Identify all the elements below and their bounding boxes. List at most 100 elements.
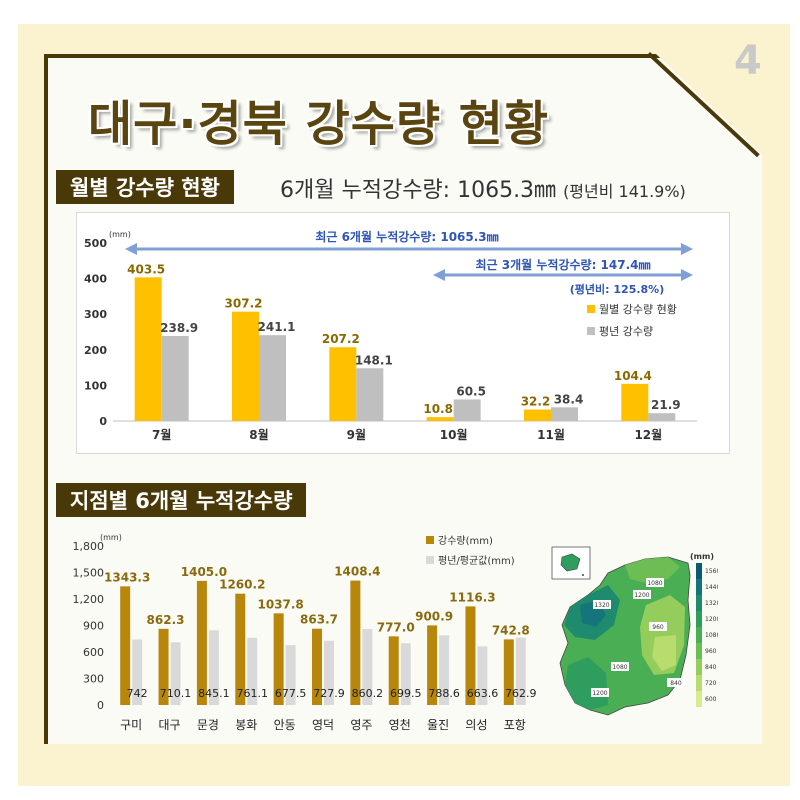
x-tick-8: 울진 — [427, 718, 449, 732]
contour-label-3: 960 — [652, 624, 664, 631]
data-label-normal-3: 761.1 — [237, 687, 268, 700]
contour-label-bg-3 — [649, 622, 667, 631]
summary-sub: (평년비 141.9%) — [563, 182, 686, 201]
data-label-normal-5: 727.9 — [313, 687, 345, 700]
bar-normal-2 — [356, 368, 384, 421]
bar-normal-2 — [208, 630, 219, 705]
contour-label-1: 1320 — [594, 602, 609, 609]
data-label-normal-0: 238.9 — [160, 321, 198, 335]
bar-actual-1 — [232, 311, 259, 421]
scale-swatch-3 — [696, 611, 702, 627]
bar-actual-5 — [621, 383, 649, 421]
data-label-normal-2: 845.1 — [198, 687, 230, 700]
y-tick-1: 300 — [83, 673, 104, 686]
scale-label-3: 1200 — [705, 616, 718, 623]
data-label-actual-4: 1037.8 — [257, 597, 303, 611]
data-label-actual-9: 1116.3 — [449, 590, 495, 604]
y-tick-0: 0 — [97, 699, 104, 712]
scale-label-7: 720 — [705, 680, 717, 687]
inset-island — [560, 553, 581, 572]
data-label-actual-5: 104.4 — [614, 369, 652, 383]
y-tick-2: 600 — [83, 646, 104, 659]
scale-swatch-8 — [696, 691, 702, 707]
y-tick-0: 0 — [99, 415, 107, 428]
bar-actual-1 — [158, 628, 169, 705]
legend-label-1: 평년/평균값(mm) — [438, 555, 515, 567]
legend-label-0: 월별 강수량 현황 — [599, 303, 677, 316]
bar-normal-1 — [259, 335, 286, 421]
arrow-six-month-head-left — [125, 243, 137, 255]
contour-label-bg-4 — [611, 662, 629, 671]
legend-swatch-1 — [426, 556, 434, 564]
scale-swatch-5 — [696, 643, 702, 659]
arrow-three-month-head-right — [681, 269, 693, 281]
x-tick-9: 의성 — [465, 718, 487, 732]
data-label-normal-10: 762.9 — [505, 687, 537, 700]
contour-label-5: 840 — [670, 680, 682, 687]
contour-label-bg-2 — [633, 590, 651, 599]
x-tick-10: 포항 — [504, 718, 526, 732]
bar-normal-4 — [285, 645, 296, 705]
data-label-actual-2: 207.2 — [322, 332, 360, 346]
x-tick-6: 영주 — [350, 718, 372, 732]
contour-label-bg-5 — [667, 678, 685, 687]
bar-actual-4 — [273, 613, 284, 705]
data-label-normal-9: 663.6 — [467, 687, 499, 700]
x-tick-4: 안동 — [274, 718, 296, 732]
map-unit: (mm) — [690, 552, 714, 561]
legend-swatch-0 — [426, 536, 434, 544]
y-tick-5: 500 — [84, 237, 107, 250]
bar-normal-10 — [515, 637, 526, 705]
y-tick-3: 300 — [84, 308, 107, 321]
data-label-actual-2: 1405.0 — [181, 565, 227, 579]
bar-actual-4 — [524, 409, 551, 421]
data-label-actual-0: 1343.3 — [104, 570, 150, 584]
x-tick-0: 7월 — [152, 427, 171, 442]
x-tick-7: 영천 — [389, 717, 411, 732]
y-tick-6: 1,800 — [73, 540, 105, 553]
x-tick-5: 12월 — [634, 427, 662, 442]
bar-actual-7 — [388, 636, 399, 705]
scale-label-8: 600 — [705, 696, 717, 703]
data-label-normal-4: 38.4 — [554, 392, 584, 406]
y-tick-4: 400 — [84, 273, 107, 286]
contour-label-bg-1 — [593, 600, 611, 609]
cumulative-summary: 6개월 누적강수량: 1065.3㎜ (평년비 141.9%) — [280, 172, 686, 204]
data-label-actual-10: 742.8 — [492, 623, 530, 637]
bar-normal-3 — [247, 637, 258, 705]
data-label-normal-3: 60.5 — [456, 384, 486, 398]
data-label-actual-5: 863.7 — [300, 613, 338, 627]
x-tick-1: 8월 — [249, 427, 268, 442]
x-tick-2: 문경 — [197, 718, 219, 732]
x-tick-3: 10월 — [440, 427, 468, 442]
annotation-three-month-ratio: (평년비: 125.8%) — [570, 282, 664, 296]
data-label-actual-3: 1260.2 — [219, 578, 265, 592]
data-label-actual-0: 403.5 — [127, 262, 165, 276]
y-tick-1: 100 — [84, 379, 107, 392]
x-tick-4: 11월 — [537, 427, 565, 442]
data-label-normal-0: 742 — [127, 687, 148, 700]
data-label-normal-4: 677.5 — [275, 687, 307, 700]
scale-label-1: 1440 — [705, 584, 718, 591]
data-label-normal-8: 788.6 — [428, 687, 460, 700]
bar-normal-0 — [161, 335, 189, 421]
section-tag-monthly: 월별 강수량 현황 — [56, 170, 234, 204]
scale-label-2: 1320 — [705, 600, 718, 607]
contour-label-4: 1080 — [612, 664, 627, 671]
y-tick-2: 200 — [84, 344, 107, 357]
legend-swatch-1 — [587, 327, 595, 335]
y-tick-5: 1,500 — [73, 567, 105, 580]
bar-actual-2 — [329, 347, 357, 421]
map-color-scale: 1560 1440 1320 1200 1080 960 840 720 600 — [696, 563, 718, 707]
bar-normal-5 — [324, 640, 334, 705]
data-label-normal-2: 148.1 — [355, 353, 393, 367]
scale-label-5: 960 — [705, 648, 717, 655]
bar-actual-2 — [196, 580, 207, 705]
monthly-rainfall-chart: 0 100 200 300 400 500(mm) 403.5 238.9 7월 307.2 241… — [84, 229, 697, 442]
x-tick-5: 영덕 — [312, 718, 334, 732]
bar-actual-8 — [427, 625, 438, 705]
monthly-chart-panel: 0 100 200 300 400 500 (mm) 403.5 238.9 7월 307.2 241… — [76, 212, 730, 454]
inset-dot — [582, 574, 584, 576]
bar-normal-1 — [170, 642, 181, 705]
x-tick-3: 봉화 — [235, 718, 257, 732]
